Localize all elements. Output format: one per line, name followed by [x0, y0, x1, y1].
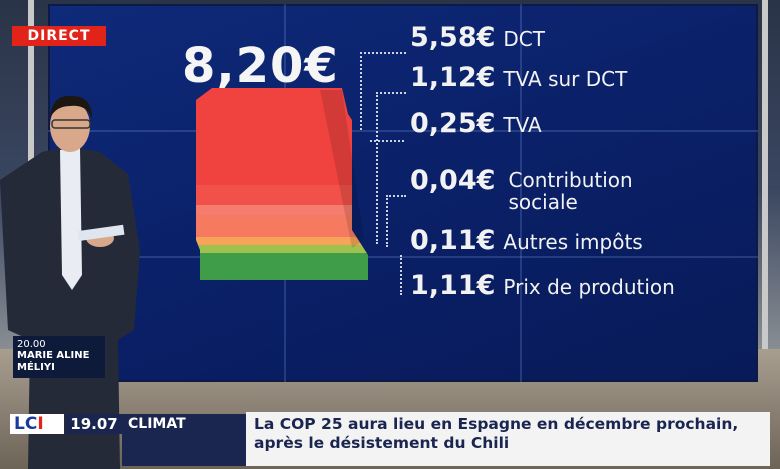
connector-line — [360, 52, 406, 130]
news-ticker: LCI 19.07 CLIMAT La COP 25 aura lieu en … — [10, 410, 770, 466]
segment-autres — [196, 237, 368, 245]
segment-contribution — [196, 215, 368, 237]
connector-line — [400, 255, 406, 295]
breakdown-label: Autres impôts — [503, 230, 643, 254]
presenter-name-box: 20.00 MARIE ALINE MÉLIYI — [13, 336, 105, 378]
breakdown-value: 0,04€ — [410, 165, 496, 196]
total-price: 8,20€ — [182, 38, 339, 94]
segment-tva — [196, 205, 368, 215]
presenter — [0, 95, 140, 469]
breakdown-label: Prix de prodution — [503, 275, 675, 299]
breakdown-value: 1,11€ — [410, 270, 496, 301]
ticker-topic: CLIMAT — [122, 414, 246, 434]
ticker-headline: La COP 25 aura lieu en Espagne en décemb… — [246, 412, 770, 466]
breakdown-label: TVA sur DCT — [503, 67, 628, 91]
breakdown-row: 0,11€ Autres impôts — [410, 225, 643, 256]
segment-transition — [196, 245, 368, 253]
breakdown-value: 0,11€ — [410, 225, 496, 256]
breakdown-row: 0,25€ TVA — [410, 108, 542, 139]
video-wall — [48, 4, 758, 382]
segment-production — [196, 253, 368, 280]
breakdown-label: DCT — [503, 27, 545, 51]
breakdown-value: 1,12€ — [410, 62, 496, 93]
connector-line — [370, 140, 404, 222]
breakdown-row: 1,11€ Prix de prodution — [410, 270, 675, 301]
breakdown-value: 5,58€ — [410, 22, 496, 53]
presenter-name: MARIE ALINE MÉLIYI — [17, 350, 90, 373]
breakdown-row: 1,12€ TVA sur DCT — [410, 62, 627, 93]
breakdown-row: 5,58€ DCT — [410, 22, 545, 53]
studio-pillar — [762, 0, 768, 409]
ticker-clock: 19.07 — [66, 414, 122, 434]
channel-logo: LCI — [10, 414, 64, 434]
segment-tva-dct — [196, 185, 368, 205]
breakdown-value: 0,25€ — [410, 108, 496, 139]
direct-badge: DIRECT — [12, 26, 106, 46]
breakdown-label: Contribution sociale — [508, 168, 633, 214]
jerrycan-graphic — [196, 88, 368, 280]
segment-dct — [196, 88, 368, 185]
breakdown-row: 0,04€ Contribution sociale — [410, 165, 659, 213]
connector-line — [386, 195, 406, 247]
ticker-topic-bar — [122, 434, 246, 466]
connector-line — [376, 92, 406, 244]
breakdown-label: TVA — [503, 113, 542, 137]
presenter-time: 20.00 — [17, 339, 46, 350]
